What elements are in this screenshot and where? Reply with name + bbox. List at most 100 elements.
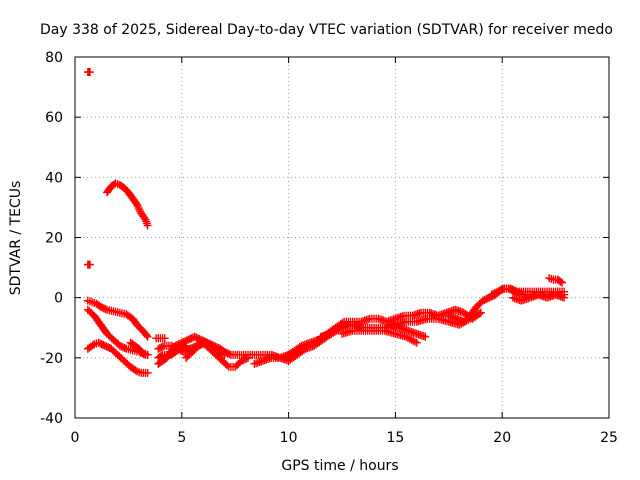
data-point-fill: [162, 341, 173, 350]
data-point-fill: [209, 343, 221, 355]
data-point-fill: [172, 345, 183, 355]
data-point-fill: [215, 348, 227, 359]
series-track-6: [83, 338, 152, 377]
data-point-fill: [117, 181, 127, 191]
data-point-fill: [454, 315, 467, 325]
data-point-fill: [202, 339, 215, 350]
data-point-fill: [168, 348, 178, 358]
data-point-fill: [115, 352, 127, 364]
data-point: [85, 260, 94, 269]
chart-title: Day 338 of 2025, Sidereal Day-to-day VTE…: [40, 22, 613, 38]
data-point-fill: [515, 287, 526, 296]
data-point-fill: [85, 307, 97, 319]
x-axis-label: GPS time / hours: [281, 458, 398, 474]
data-point-fill: [136, 346, 146, 356]
data-point-fill: [290, 343, 304, 355]
data-point-fill: [132, 342, 142, 352]
data-point-fill: [160, 354, 170, 364]
data-point: [143, 332, 152, 341]
data-point-fill: [508, 285, 520, 295]
series-track-4: [83, 296, 152, 341]
data-point-fill: [474, 298, 486, 310]
data-point-fill: [96, 339, 108, 350]
data-point-fill: [367, 314, 381, 323]
data-point-fill: [133, 202, 145, 216]
data-point-fill: [226, 362, 238, 371]
series-track-17: [387, 320, 430, 341]
data-point-fill: [222, 348, 234, 359]
data-point-fill: [108, 180, 119, 190]
data-point-fill: [117, 309, 129, 318]
data-point-fill: [342, 317, 355, 326]
data-points: [83, 68, 569, 377]
data-point: [560, 293, 569, 302]
data-point-fill: [555, 287, 567, 296]
data-point: [85, 68, 94, 77]
data-point-fill: [232, 358, 245, 370]
series-track-2: [83, 260, 94, 269]
data-point-fill: [192, 333, 204, 344]
y-tick-label: 20: [45, 231, 63, 247]
data-point: [182, 341, 191, 350]
data-point-fill: [138, 326, 149, 337]
data-point-fill: [196, 339, 208, 350]
data-point-fill: [117, 342, 129, 353]
data-point-fill: [130, 346, 141, 356]
data-point-fill: [185, 333, 198, 344]
data-point-fill: [239, 354, 251, 365]
plot-frame: [74, 56, 610, 419]
data-point-fill: [489, 288, 501, 298]
data-point-fill: [125, 189, 136, 201]
y-tick-label: 0: [54, 291, 63, 307]
x-tick-label: 5: [177, 430, 186, 446]
data-point-fill: [324, 324, 338, 337]
x-tick-label: 10: [280, 430, 298, 446]
y-tick-label: -40: [40, 411, 63, 427]
data-point: [132, 200, 141, 209]
data-point-fill: [294, 346, 308, 358]
data-point-fill: [181, 345, 193, 356]
x-tick-label: 0: [71, 430, 80, 446]
y-tick-label: 80: [45, 50, 63, 66]
data-point-fill: [104, 331, 116, 343]
data-point-fill: [142, 331, 151, 340]
data-point-fill: [97, 322, 110, 337]
data-point-fill: [134, 322, 144, 332]
data-point-fill: [155, 357, 166, 367]
data-point: [412, 338, 421, 347]
data-point-fill: [91, 313, 104, 328]
data-point-fill: [495, 285, 507, 295]
data-point: [244, 353, 253, 362]
series-track-10: [152, 334, 169, 343]
series-track-21: [545, 274, 567, 287]
data-point-fill: [333, 318, 347, 331]
data-point: [143, 221, 152, 230]
data-point-fill: [286, 352, 300, 364]
data-point-fill: [142, 217, 151, 228]
data-point-fill: [108, 346, 121, 358]
data-point-fill: [269, 353, 282, 362]
series-track-7: [126, 338, 152, 359]
x-tick-label: 20: [493, 430, 511, 446]
data-point-fill: [190, 343, 202, 355]
data-point-fill: [102, 342, 114, 353]
data-point-fill: [128, 363, 140, 375]
data-point-fill: [480, 294, 492, 304]
series-track-12: [182, 338, 229, 362]
data-point: [476, 308, 485, 317]
data-point-fill: [467, 304, 480, 319]
axes: 0 5 10 15 20 25 -40 -20 0 20 40 60 80: [40, 50, 618, 446]
data-point-fill: [127, 339, 138, 349]
data-point-fill: [419, 308, 432, 317]
data-point-fill: [213, 352, 225, 364]
data-point-fill: [179, 336, 191, 347]
data-point-fill: [129, 195, 140, 207]
series-track-11: [154, 341, 191, 362]
data-point-fill: [124, 345, 135, 354]
data-point-fill: [235, 350, 248, 359]
data-point-fill: [123, 311, 136, 322]
data-point-fill: [219, 358, 232, 370]
data-point-fill: [329, 324, 345, 337]
data-point-fill: [93, 300, 104, 310]
